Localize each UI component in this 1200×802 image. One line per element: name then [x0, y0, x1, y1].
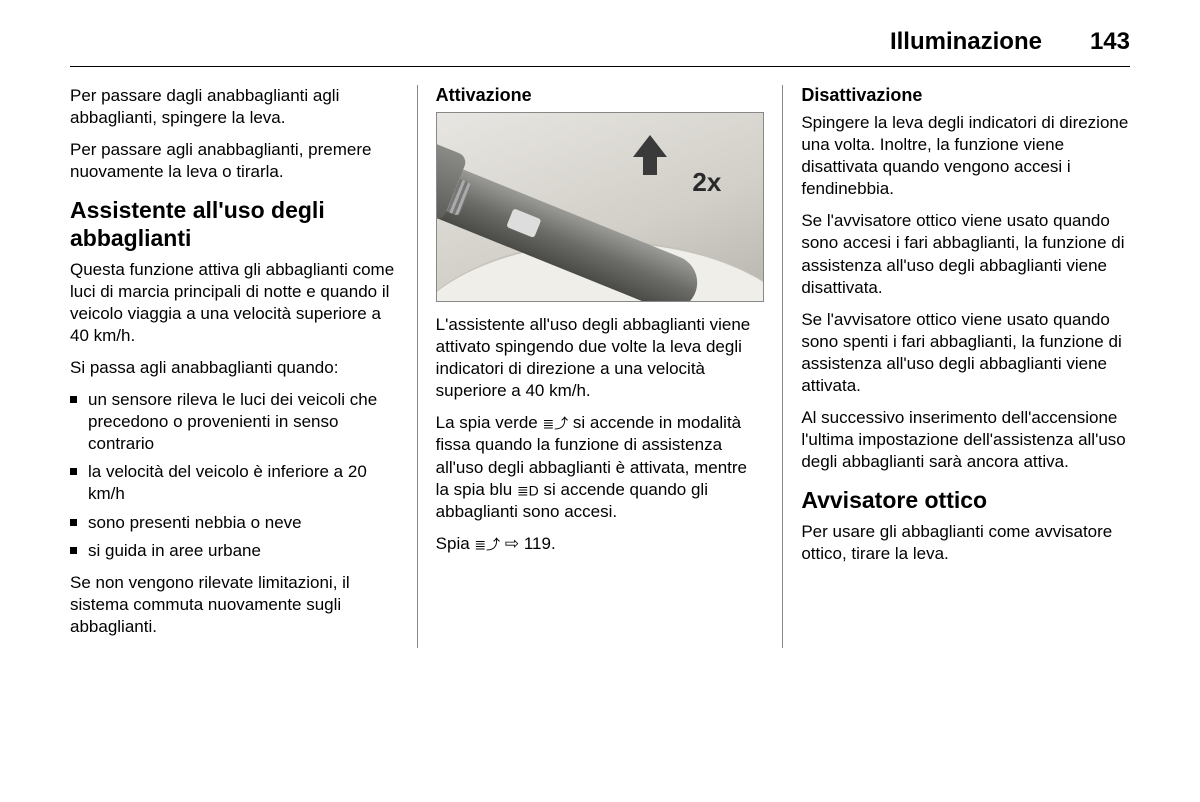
para: Al successivo inserimento dell'accension…: [801, 407, 1130, 473]
para: Spingere la leva degli indicatori di dir…: [801, 112, 1130, 200]
page-header: Illuminazione 143: [70, 28, 1130, 67]
para: Per passare agli anabbaglianti, premere …: [70, 139, 399, 183]
heading-deactivation: Disattivazione: [801, 85, 1130, 106]
para: Se l'avvisatore ottico viene usato quand…: [801, 309, 1130, 397]
para: Se l'avvisatore ottico viene usato quand…: [801, 210, 1130, 298]
para: Per usare gli abbaglianti come avvisator…: [801, 521, 1130, 565]
list-item: si guida in aree urbane: [70, 540, 399, 562]
heading-assist: Assistente all'uso degli abbaglianti: [70, 197, 399, 252]
indicator-green-icon: ≣⤴: [474, 536, 500, 552]
column-2: Attivazione 2x L'assistente all'uso degl…: [417, 85, 783, 648]
list-item: la velocità del veicolo è inferiore a 20…: [70, 461, 399, 505]
content-columns: Per passare dagli anabbaglianti agli abb…: [70, 85, 1130, 648]
stalk-button: [506, 208, 541, 238]
para: L'assistente all'uso degli abbaglianti v…: [436, 314, 765, 402]
para: Per passare dagli anabbaglianti agli abb…: [70, 85, 399, 129]
indicator-green-icon: ≣⤴: [542, 416, 568, 432]
list-item: un sensore rileva le luci dei veicoli ch…: [70, 389, 399, 455]
column-3: Disattivazione Spingere la leva degli in…: [782, 85, 1130, 648]
para: La spia verde ≣⤴ si accende in modalità …: [436, 412, 765, 522]
list-item: sono presenti nebbia o neve: [70, 512, 399, 534]
para: Si passa agli anabbaglianti quando:: [70, 357, 399, 379]
bullet-list: un sensore rileva le luci dei veicoli ch…: [70, 389, 399, 562]
para: Se non vengono rilevate limitazioni, il …: [70, 572, 399, 638]
chapter-title: Illuminazione: [890, 28, 1042, 56]
heading-flasher: Avvisatore ottico: [801, 487, 1130, 515]
page-number: 143: [1090, 28, 1130, 56]
column-1: Per passare dagli anabbaglianti agli abb…: [70, 85, 417, 648]
para: Questa funzione attiva gli abbaglianti c…: [70, 259, 399, 347]
heading-activation: Attivazione: [436, 85, 765, 106]
up-arrow-icon: [627, 133, 673, 184]
figure-2x-label: 2x: [692, 167, 721, 198]
indicator-blue-icon: ≣D: [517, 482, 539, 498]
para-crossref: Spia ≣⤴ ⇨ 119.: [436, 533, 765, 555]
figure-stalk: 2x: [436, 112, 765, 302]
